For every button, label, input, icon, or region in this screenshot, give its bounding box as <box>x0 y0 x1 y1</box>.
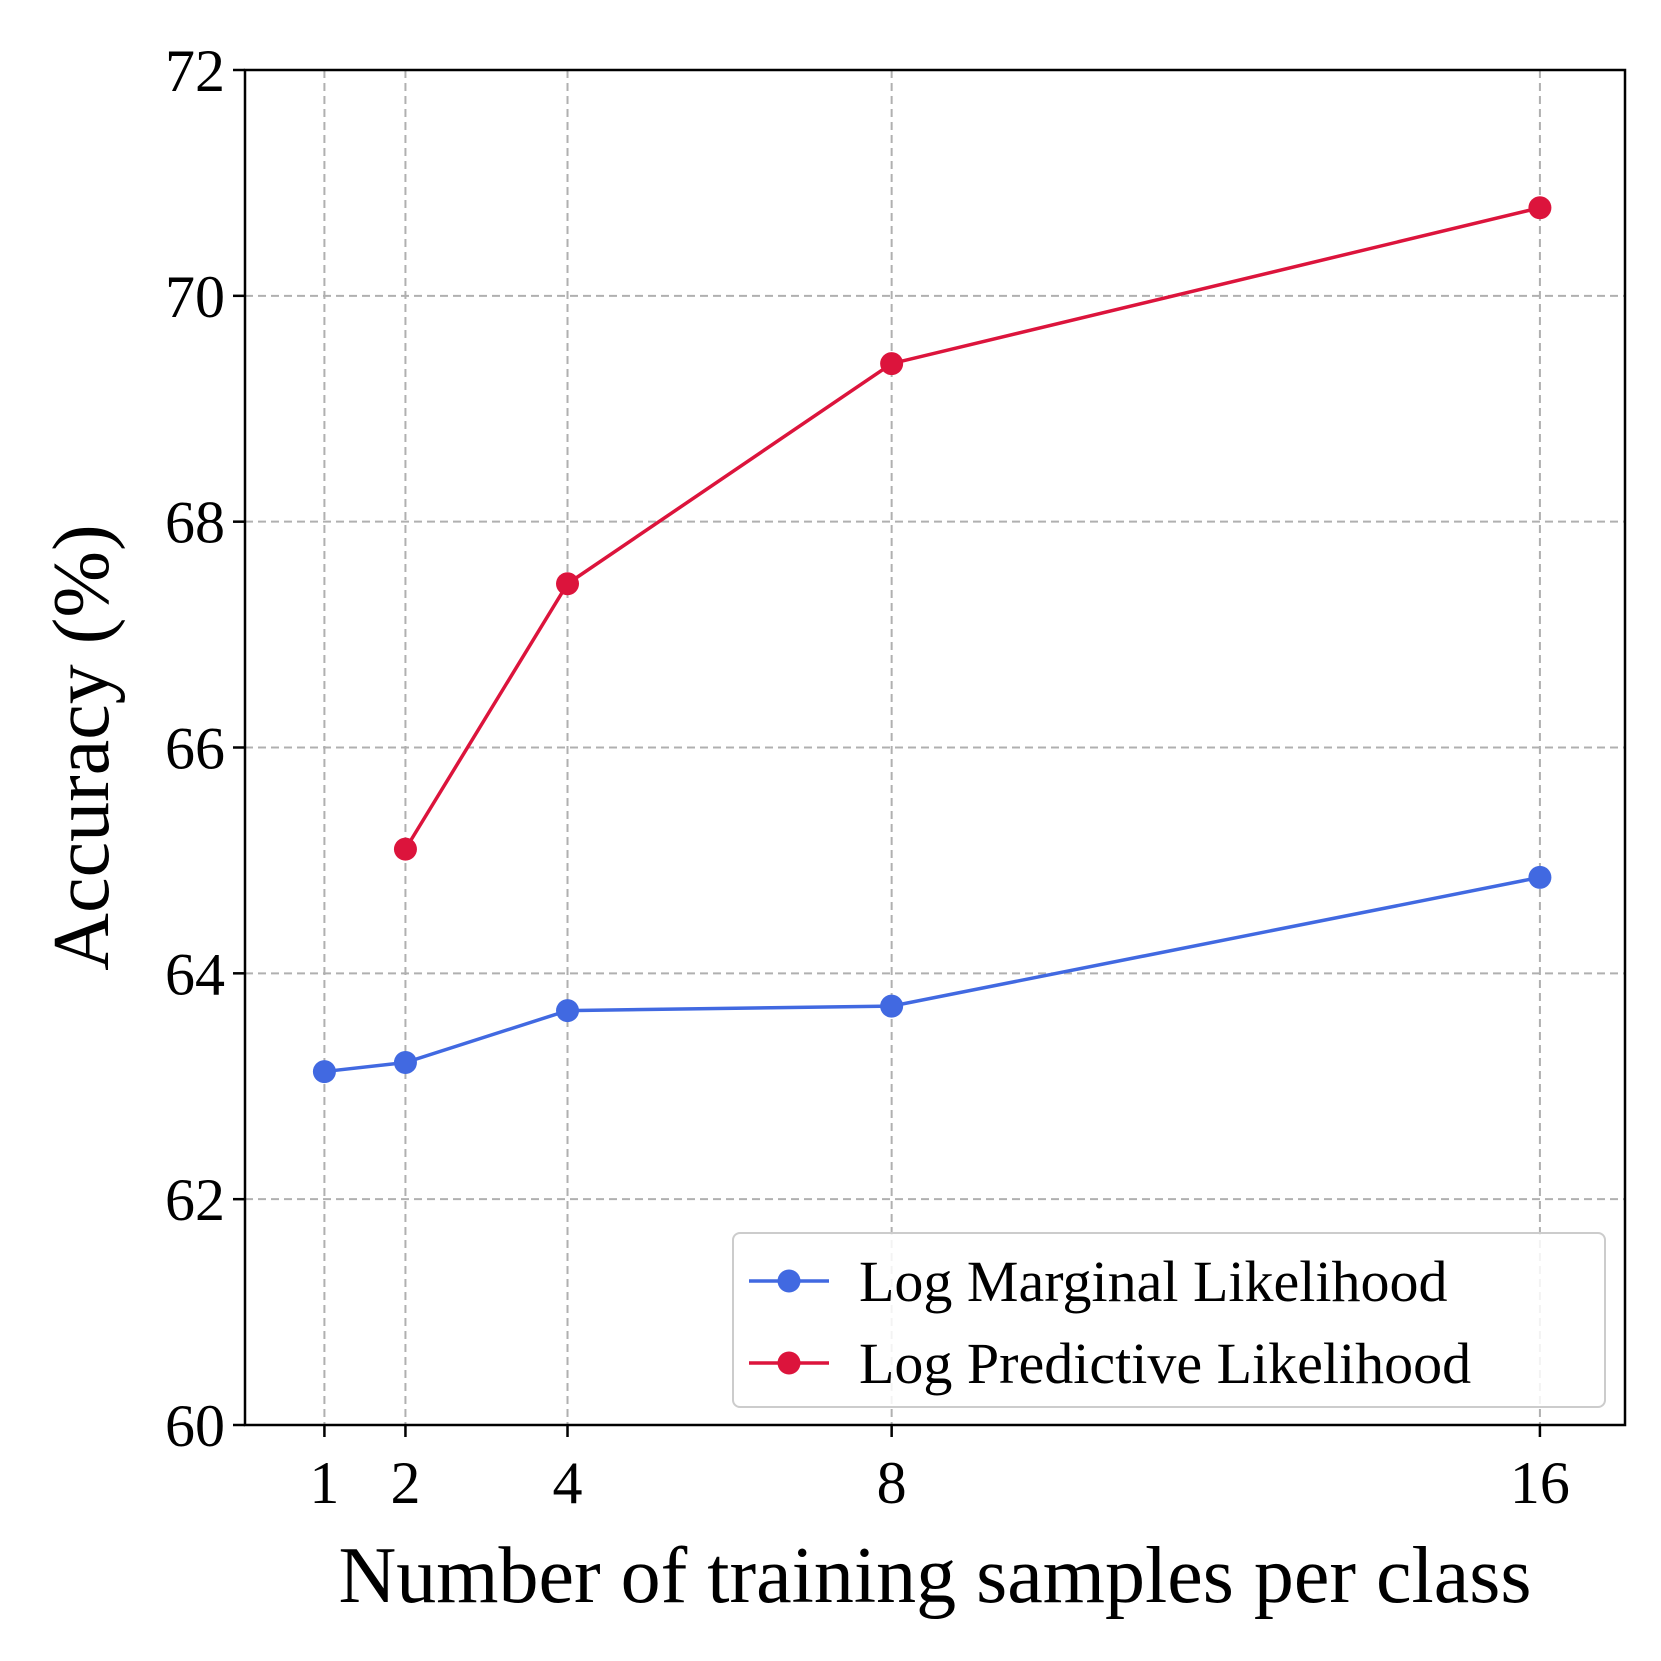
x-tick-label: 16 <box>1510 1450 1570 1516</box>
data-point-1 <box>556 572 580 596</box>
legend-swatch-marker <box>777 1351 801 1375</box>
y-tick-label: 72 <box>165 38 225 104</box>
x-tick-label: 8 <box>877 1450 907 1516</box>
data-point-0 <box>556 999 580 1023</box>
x-axis-title: Number of training samples per class <box>338 1532 1531 1620</box>
series-line-1 <box>403 206 1541 851</box>
legend-swatch-marker <box>777 1269 801 1293</box>
legend: Log Marginal Likelihood Log Predictive Li… <box>732 1232 1606 1408</box>
y-tick-label: 68 <box>165 490 225 556</box>
x-tick-label: 4 <box>553 1450 583 1516</box>
series-layer <box>312 196 1552 1084</box>
data-point-1 <box>1528 196 1552 220</box>
ticks: 1 2 4 8 16 60 62 64 66 68 70 72 <box>165 38 1570 1516</box>
series-line-0 <box>324 875 1541 1074</box>
data-point-0 <box>393 1051 417 1075</box>
legend-label: Log Predictive Likelihood <box>859 1331 1471 1396</box>
y-tick-label: 64 <box>165 941 225 1007</box>
legend-label: Log Marginal Likelihood <box>859 1249 1448 1314</box>
data-point-1 <box>880 352 904 376</box>
data-point-0 <box>312 1060 336 1084</box>
y-tick-label: 66 <box>165 716 225 782</box>
data-point-0 <box>1528 865 1552 889</box>
data-point-0 <box>880 994 904 1018</box>
legend-box <box>732 1232 1606 1408</box>
y-tick-label: 62 <box>165 1167 225 1233</box>
y-tick-label: 60 <box>165 1393 225 1459</box>
y-tick-label: 70 <box>165 264 225 330</box>
data-point-1 <box>393 837 417 861</box>
grid <box>245 70 1625 1425</box>
y-axis-title: Accuracy (%) <box>38 524 126 970</box>
x-tick-label: 1 <box>309 1450 339 1516</box>
x-tick-label: 2 <box>390 1450 420 1516</box>
